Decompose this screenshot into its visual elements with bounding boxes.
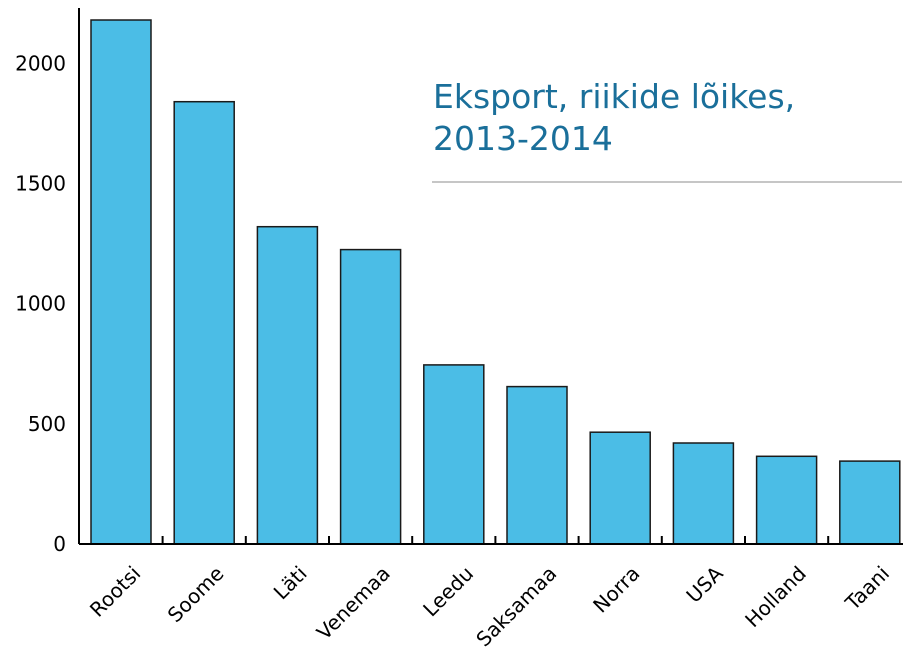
- category-label-rootsi: Rootsi: [85, 561, 145, 621]
- category-label-usa: USA: [681, 561, 727, 607]
- bar-holland: [755, 455, 818, 545]
- category-label-holland: Holland: [740, 561, 811, 632]
- bar-saksamaa: [506, 385, 568, 545]
- y-tick-label: 1000: [15, 292, 66, 316]
- x-ticks-group: [161, 536, 830, 544]
- y-tick-label: 500: [28, 412, 66, 436]
- y-tick-label: 0: [53, 532, 66, 556]
- chart-title-line-1: Eksport, riikide lõikes,: [433, 77, 796, 116]
- bar-usa: [672, 442, 735, 545]
- chart-title: Eksport, riikide lõikes, 2013-2014: [433, 76, 903, 160]
- bar-soome: [173, 100, 235, 545]
- category-label-l-ti: Läti: [269, 561, 312, 604]
- bar-rootsi: [90, 19, 152, 545]
- y-tick-label: 2000: [15, 51, 66, 75]
- bar-norra: [589, 431, 651, 545]
- bar-l-ti: [256, 225, 319, 545]
- category-label-norra: Norra: [588, 561, 644, 617]
- category-label-leedu: Leedu: [418, 561, 478, 621]
- axes-group: [78, 8, 903, 545]
- bar-venemaa: [339, 248, 402, 545]
- y-tick-label: 1500: [15, 172, 66, 196]
- y-ticks-group: 0 500 1000 1500 2000: [15, 51, 66, 556]
- category-label-taani: Taani: [840, 561, 894, 615]
- category-label-soome: Soome: [163, 561, 229, 627]
- category-label-saksamaa: Saksamaa: [471, 561, 561, 651]
- bar-taani: [839, 460, 901, 545]
- category-label-venemaa: Venemaa: [312, 561, 395, 644]
- chart-title-line-2: 2013-2014: [433, 119, 613, 158]
- title-divider: [432, 181, 902, 183]
- bars-group: [90, 19, 901, 545]
- bar-leedu: [423, 364, 485, 545]
